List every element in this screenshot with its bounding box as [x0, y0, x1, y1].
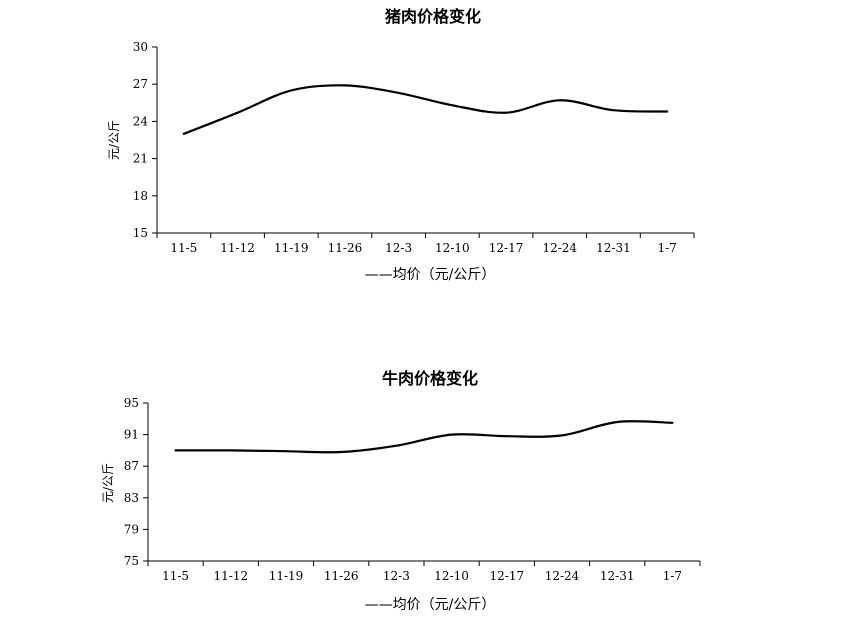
beef-chart-title: 牛肉价格变化 [382, 369, 478, 388]
beef-y-tick-label: 79 [124, 522, 139, 536]
pork-y-tick-label: 15 [133, 226, 148, 240]
beef-y-axis-label: 元/公斤 [101, 463, 115, 503]
beef-y-tick-label: 91 [124, 428, 139, 442]
beef-data-point [616, 421, 619, 423]
pork-chart-title: 猪肉价格变化 [384, 7, 481, 26]
pork-y-tick-label: 27 [133, 77, 148, 91]
beef-axes: 75 79 83 87 91 95 11-5 11-12 11-19 11-26 12-3 12-10… [124, 396, 701, 583]
beef-series-line [174, 420, 674, 454]
pork-y-tick-label: 18 [133, 189, 148, 203]
pork-data-point [344, 84, 346, 87]
beef-x-tick-label: 1-7 [663, 569, 682, 583]
pork-legend: ——均价（元/公斤） [365, 267, 496, 283]
pork-x-tick-label: 11-5 [170, 241, 197, 255]
pork-x-tick-label: 11-26 [328, 241, 363, 255]
pork-y-tick-label: 21 [133, 152, 148, 166]
pork-y-axis-label: 元/公斤 [107, 120, 121, 160]
beef-x-tick-label: 11-5 [162, 569, 189, 583]
beef-legend: ——均价（元/公斤） [365, 597, 496, 613]
beef-y-tick-label: 95 [124, 396, 139, 410]
beef-data-point [174, 449, 177, 452]
pork-x-tick-label: 11-19 [274, 241, 309, 255]
pork-x-tick-label: 12-17 [489, 241, 524, 255]
pork-y-tick-label: 30 [133, 40, 148, 54]
pork-y-tick-label: 24 [133, 114, 149, 128]
beef-data-point [229, 449, 232, 452]
pork-data-point [290, 89, 293, 92]
beef-data-point [450, 433, 453, 436]
beef-data-point [561, 434, 563, 437]
beef-x-tick-label: 12-31 [600, 569, 635, 583]
beef-chart: 牛肉价格变化 元/公斤 75 79 83 87 91 95 11-5 11-12 11-19 11… [101, 369, 701, 613]
pork-data-point [505, 111, 507, 114]
pork-x-tick-label: 12-24 [542, 241, 577, 255]
beef-x-tick-label: 11-12 [214, 569, 249, 583]
beef-y-tick-label: 87 [124, 459, 139, 473]
pork-x-tick-label: 12-10 [435, 241, 470, 255]
pork-axes: 15 18 21 24 27 30 11-5 11-12 11-19 11-26 12-3 12-10… [133, 40, 695, 255]
pork-data-point [236, 111, 239, 114]
pork-x-tick-label: 1-7 [657, 241, 676, 255]
pork-data-point [451, 104, 454, 107]
pork-data-point [397, 91, 400, 94]
pork-data-point [182, 132, 185, 135]
beef-y-tick-label: 75 [124, 554, 139, 568]
beef-y-tick-label: 83 [124, 491, 139, 505]
pork-data-point [558, 99, 561, 102]
pork-series-line [182, 84, 669, 135]
beef-data-point [285, 450, 287, 453]
pork-chart: 猪肉价格变化 元/公斤 15 18 21 24 27 30 11-5 11-12 11-19 11… [107, 7, 695, 283]
beef-data-point [340, 451, 343, 453]
beef-data-point [671, 421, 674, 424]
beef-data-point [505, 435, 508, 438]
pork-x-tick-label: 12-3 [385, 241, 412, 255]
beef-x-tick-label: 11-26 [324, 569, 359, 583]
beef-x-tick-label: 11-19 [269, 569, 304, 583]
pork-x-tick-label: 12-31 [596, 241, 631, 255]
beef-x-tick-label: 12-3 [383, 569, 410, 583]
beef-x-tick-label: 12-17 [490, 569, 525, 583]
pork-data-point [612, 109, 615, 112]
beef-x-tick-label: 12-24 [545, 569, 580, 583]
pork-data-point [666, 110, 669, 113]
beef-x-tick-label: 12-10 [434, 569, 469, 583]
pork-x-tick-label: 11-12 [220, 241, 255, 255]
beef-data-point [395, 444, 398, 447]
